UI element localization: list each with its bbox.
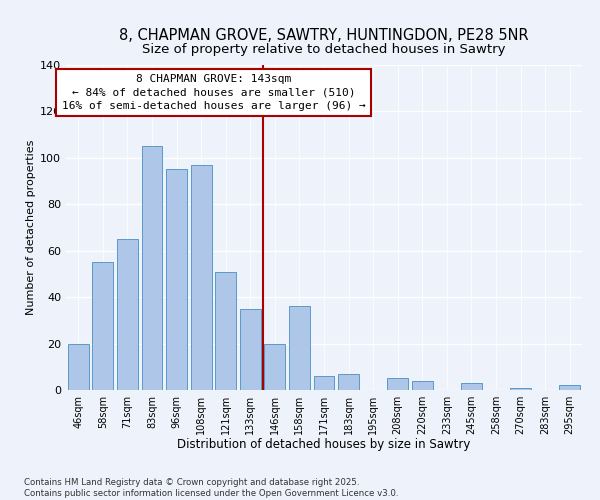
- Bar: [215, 272, 236, 390]
- Bar: [461, 383, 482, 390]
- Bar: [191, 165, 212, 390]
- Bar: [240, 309, 261, 390]
- Bar: [265, 344, 286, 390]
- Bar: [510, 388, 531, 390]
- Y-axis label: Number of detached properties: Number of detached properties: [26, 140, 36, 315]
- Bar: [68, 344, 89, 390]
- Text: 8 CHAPMAN GROVE: 143sqm
← 84% of detached houses are smaller (510)
16% of semi-d: 8 CHAPMAN GROVE: 143sqm ← 84% of detache…: [62, 74, 365, 110]
- Bar: [92, 262, 113, 390]
- Bar: [387, 378, 408, 390]
- Bar: [314, 376, 334, 390]
- Text: Contains HM Land Registry data © Crown copyright and database right 2025.
Contai: Contains HM Land Registry data © Crown c…: [24, 478, 398, 498]
- Bar: [338, 374, 359, 390]
- Bar: [117, 239, 138, 390]
- X-axis label: Distribution of detached houses by size in Sawtry: Distribution of detached houses by size …: [178, 438, 470, 452]
- Bar: [166, 170, 187, 390]
- Bar: [559, 386, 580, 390]
- Bar: [412, 380, 433, 390]
- Bar: [289, 306, 310, 390]
- Text: 8, CHAPMAN GROVE, SAWTRY, HUNTINGDON, PE28 5NR: 8, CHAPMAN GROVE, SAWTRY, HUNTINGDON, PE…: [119, 28, 529, 42]
- Bar: [142, 146, 163, 390]
- Text: Size of property relative to detached houses in Sawtry: Size of property relative to detached ho…: [142, 42, 506, 56]
